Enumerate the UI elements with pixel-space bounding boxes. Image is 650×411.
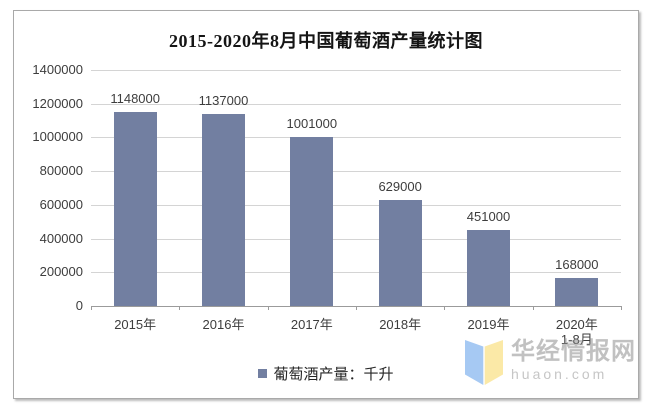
y-axis-tick-label: 800000 — [39, 163, 83, 179]
x-axis: 2015年 2016年 2017年 2018年 2019年 2020年 1-8月 — [91, 317, 621, 351]
x-axis-label: 2020年 1-8月 — [533, 317, 621, 347]
bar-value-label: 1001000 — [286, 116, 338, 132]
x-axis-sublabel: 1-8月 — [560, 332, 593, 347]
x-axis-label: 2015年 — [114, 317, 157, 332]
bar-value-label: 451000 — [466, 208, 511, 224]
x-axis-label: 2019年 — [467, 317, 510, 332]
bar-value-label: 1137000 — [198, 93, 249, 109]
bar-value-label: 629000 — [378, 178, 422, 194]
bar-value-label: 1148000 — [110, 91, 160, 107]
x-axis-tick — [621, 306, 622, 310]
legend-swatch — [258, 369, 268, 378]
bar — [378, 199, 422, 306]
x-axis-tick — [91, 306, 92, 310]
gridline — [91, 137, 621, 139]
y-axis-tick-label: 1000000 — [32, 129, 83, 145]
x-axis-tick — [532, 306, 534, 310]
gridline — [91, 272, 621, 274]
y-axis-tick-label: 600000 — [39, 196, 83, 212]
gridline — [91, 238, 621, 240]
bar-value-label: 168000 — [555, 256, 599, 272]
bar — [555, 277, 599, 306]
gridline — [91, 171, 621, 173]
gridline — [91, 204, 621, 206]
x-axis-tick — [267, 306, 269, 310]
x-axis-tick — [179, 306, 181, 310]
y-axis: 1400000 1200000 1000000 800000 600000 400000 2… — [24, 62, 83, 313]
x-axis-tick — [444, 306, 446, 310]
y-axis-tick-label: 1400000 — [32, 62, 83, 77]
x-axis-tick — [356, 306, 357, 310]
legend-label: 葡萄酒产量：千升 — [273, 366, 394, 383]
legend: 葡萄酒产量：千升 — [14, 363, 638, 384]
chart-title: 2015-2020年8月中国葡萄酒产量统计图 — [169, 31, 483, 51]
gridline — [91, 103, 621, 105]
x-axis-label: 2018年 — [379, 317, 422, 332]
gridline — [91, 70, 621, 71]
bar — [467, 229, 510, 306]
x-axis-label: 2016年 — [202, 317, 245, 332]
bar — [113, 112, 157, 306]
y-axis-tick-label: 200000 — [39, 264, 83, 280]
y-axis-tick-label: 400000 — [39, 230, 83, 246]
y-axis-tick-label: 0 — [75, 298, 83, 313]
bar — [202, 114, 245, 306]
chart-container: 2015-2020年8月中国葡萄酒产量统计图 1400000 1200000 100… — [13, 10, 639, 399]
y-axis-tick-label: 1200000 — [32, 95, 83, 111]
bar — [290, 137, 334, 306]
plot-area: 1148000 1137000 1001000 629000 451000 168000 — [91, 70, 622, 310]
x-axis-label: 2017年 — [290, 317, 333, 332]
